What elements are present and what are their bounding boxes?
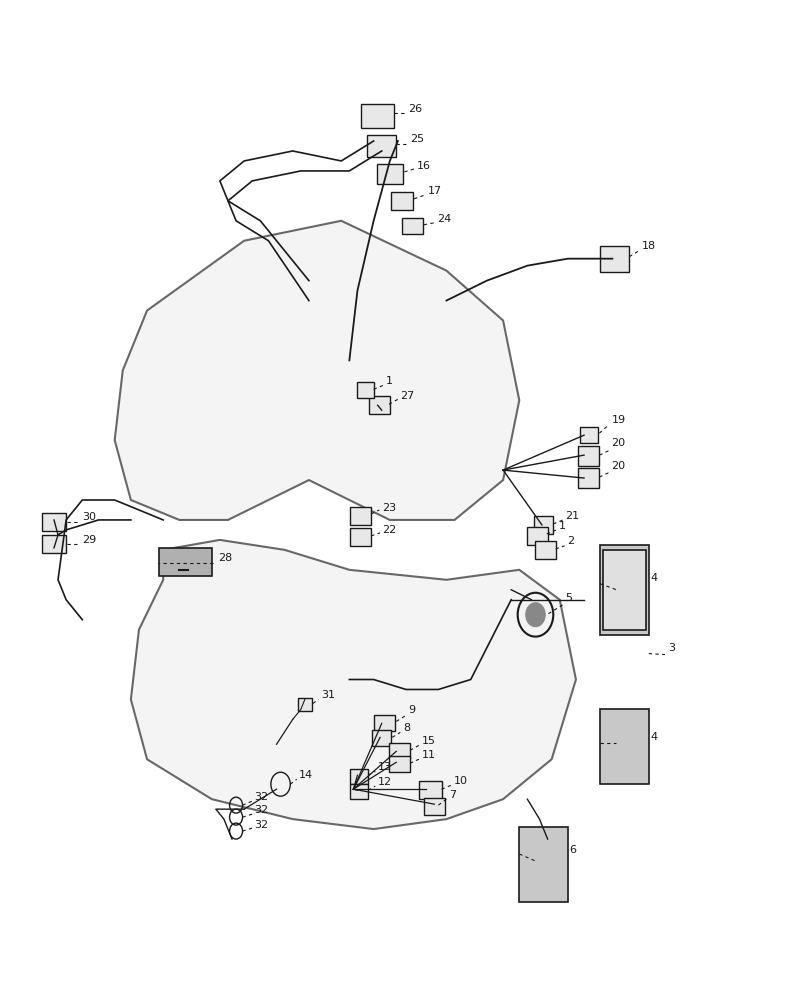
Text: 22: 22	[382, 525, 397, 535]
Bar	[577, 446, 599, 466]
Text: 31: 31	[320, 690, 335, 700]
Text: 25: 25	[410, 134, 423, 144]
Bar	[350, 528, 371, 546]
Bar	[599, 246, 629, 272]
Text: 14: 14	[298, 770, 313, 780]
Text: 28: 28	[218, 553, 232, 563]
Bar	[350, 769, 367, 784]
Text: 26: 26	[408, 104, 422, 114]
Text: 16: 16	[416, 161, 430, 171]
Bar	[526, 527, 547, 545]
Bar	[533, 516, 552, 534]
Text: 24: 24	[436, 214, 450, 224]
Text: 5: 5	[564, 593, 572, 603]
Text: 32: 32	[255, 820, 268, 830]
Polygon shape	[114, 221, 519, 520]
Text: 1: 1	[558, 521, 565, 531]
Polygon shape	[131, 540, 575, 829]
Bar	[390, 192, 413, 210]
Text: 9: 9	[408, 705, 415, 715]
Text: 6: 6	[569, 845, 576, 855]
Bar	[519, 827, 567, 902]
Bar	[577, 468, 599, 488]
Bar	[371, 730, 391, 746]
Bar	[418, 781, 441, 799]
Text: 13: 13	[377, 762, 391, 772]
Text: 4: 4	[650, 732, 657, 742]
Bar	[361, 104, 393, 128]
Bar	[350, 507, 371, 525]
Text: 21: 21	[564, 511, 579, 521]
Bar	[401, 218, 423, 234]
Text: 19: 19	[611, 415, 625, 425]
Bar	[388, 743, 410, 759]
Text: 32: 32	[255, 792, 268, 802]
Bar	[579, 427, 597, 443]
Bar	[388, 756, 410, 772]
Text: 30: 30	[82, 512, 97, 522]
Bar	[297, 698, 311, 711]
Bar	[368, 396, 389, 414]
Bar	[159, 548, 212, 576]
Text: 11: 11	[421, 750, 435, 760]
Text: 3: 3	[667, 643, 675, 653]
Text: 2: 2	[566, 536, 573, 546]
Text: 32: 32	[255, 805, 268, 815]
Text: 8: 8	[402, 723, 410, 733]
Bar	[42, 535, 66, 553]
Bar	[534, 541, 555, 559]
Bar	[42, 513, 66, 531]
Bar	[603, 550, 645, 630]
Bar	[367, 135, 396, 157]
Text: 27: 27	[400, 391, 414, 401]
Text: 10: 10	[453, 776, 467, 786]
Text: 12: 12	[377, 777, 392, 787]
Bar	[374, 715, 395, 731]
Circle shape	[525, 603, 544, 627]
Text: 17: 17	[427, 186, 441, 196]
Bar	[356, 382, 374, 398]
Text: 1: 1	[385, 376, 393, 386]
Text: 4: 4	[650, 573, 657, 583]
Text: 15: 15	[421, 736, 435, 746]
Bar	[423, 798, 444, 815]
Text: 20: 20	[611, 438, 625, 448]
Text: 7: 7	[448, 790, 456, 800]
Bar	[350, 784, 367, 799]
Text: 23: 23	[382, 503, 396, 513]
Text: 18: 18	[642, 241, 655, 251]
Bar	[599, 545, 648, 635]
Bar	[599, 709, 648, 784]
Bar	[376, 164, 402, 184]
Text: 20: 20	[611, 461, 625, 471]
Text: 29: 29	[82, 535, 97, 545]
